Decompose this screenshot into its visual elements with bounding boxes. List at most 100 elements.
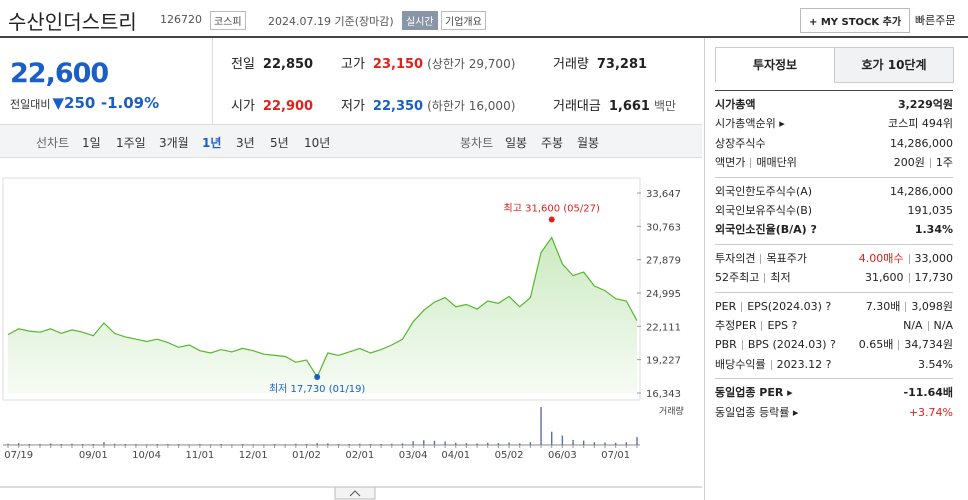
info-label-part: EPS(2024.03) ? (736, 300, 831, 313)
volume-bar (263, 444, 265, 445)
collapse-button (334, 486, 376, 500)
summary-value: 23,150 (372, 57, 424, 72)
info-label-part: 액면가 (715, 156, 746, 170)
info-row: 추정PER EPS ? N/A N/A (715, 316, 953, 335)
info-label-part: 2023.12 ? (766, 358, 832, 371)
info-value: N/A N/A (903, 316, 953, 335)
volume-bar (380, 444, 382, 445)
summary-extra: 백만 (653, 99, 677, 113)
info-value-part: N/A (903, 319, 923, 333)
price-line (7, 236, 638, 379)
volume-bar (529, 442, 532, 445)
period-tab[interactable]: 1일 (82, 136, 101, 150)
volume-bar (625, 442, 628, 445)
period-tab[interactable]: 3개월 (159, 136, 189, 150)
my-stock-button[interactable]: + MY STOCK 추가 (800, 8, 911, 33)
volume-bar (487, 442, 489, 445)
info-row: 동일업종 PER ▸ -11.64배 (715, 383, 953, 402)
info-row: 52주최고 최저 31,600 17,730 (715, 268, 953, 287)
high-annotation: 최고 31,600 (05/27) (504, 202, 600, 214)
volume-bar (71, 443, 73, 445)
volume-bar (327, 443, 329, 445)
info-label: 동일업종 PER ▸ (715, 383, 793, 402)
volume-bar (401, 443, 404, 445)
volume-bar (551, 431, 553, 445)
low-annotation: 최저 17,730 (01/19) (269, 383, 365, 395)
volume-bar (465, 443, 468, 445)
info-label: 52주최고 최저 (715, 268, 791, 287)
candle-tab[interactable]: 일봉 (505, 136, 528, 150)
info-label: 액면가 매매단위 (715, 153, 797, 172)
period-tab[interactable]: 5년 (270, 136, 289, 150)
period-tab[interactable]: 10년 (304, 136, 331, 150)
info-value-part: 0.65배 (858, 338, 894, 352)
info-label-part: PBR (715, 338, 737, 352)
period-tab[interactable]: 1년 (202, 136, 222, 150)
summary-label: 저가 (341, 99, 365, 114)
volume-bar (28, 444, 31, 445)
right-panel: 투자정보 호가 10단계 시가총액 3,229억원 시가총액순위 ▸ 코스피 494위 상… (704, 38, 968, 500)
date: 2024.07.19 기준(장마감) (268, 15, 394, 28)
info-value: 4.00매수 33,000 (859, 249, 953, 268)
volume-bar (17, 443, 20, 445)
area (8, 237, 637, 393)
info-value-part: 1주 (925, 156, 953, 169)
volume-bar (519, 443, 521, 445)
volume-bar (49, 443, 52, 445)
volume-bar (305, 444, 308, 445)
info-value-part: 7.30배 (865, 299, 901, 313)
info-label: 외국인한도주식수(A) (715, 182, 812, 201)
info-label-part: EPS ? (756, 319, 797, 332)
info-row: 투자의견 목표주가 4.00매수 33,000 (715, 249, 953, 268)
x-tick-label: 12/01 (239, 450, 268, 461)
info-label-part: 동일업종 등락률 ▸ (715, 405, 799, 419)
x-tick-label: 03/04 (399, 450, 428, 461)
info-row: PBR BPS (2024.03) ? 0.65배 34,734원 (715, 335, 953, 354)
info-value-part: 191,035 (907, 204, 954, 218)
realtime-button[interactable]: 실시간 (402, 11, 438, 30)
info-value-part: 200원 (893, 156, 925, 170)
x-tick-label: 02/01 (345, 450, 374, 461)
volume-bar (284, 444, 286, 445)
period-tab[interactable]: 3년 (236, 136, 255, 150)
info-label: 동일업종 등락률 ▸ (715, 403, 798, 422)
info-label-part: 52주최고 (715, 271, 760, 285)
volume-bar (252, 444, 254, 445)
volume-bar (412, 441, 414, 445)
y-tick-label: 33,647 (646, 189, 681, 200)
company-info-dropdown[interactable]: 기업개요 (441, 11, 486, 30)
candle-tab[interactable]: 주봉 (541, 136, 564, 150)
quick-order[interactable]: 빠른주문 (915, 14, 956, 27)
info-label: 외국인소진율(B/A) ? (715, 220, 817, 239)
info-value: 0.65배 34,734원 (859, 335, 953, 354)
info-label: 시가총액 (715, 95, 755, 114)
info-label: 투자의견 목표주가 (715, 249, 807, 268)
info-label: 배당수익률 2023.12 ? (715, 355, 831, 374)
info-row: 배당수익률 2023.12 ? 3.54% (715, 355, 953, 374)
volume-bar (614, 442, 617, 445)
volume-bar (167, 444, 169, 445)
x-tick-label: 06/03 (548, 450, 577, 461)
candle-tab[interactable]: 월봉 (577, 136, 600, 150)
info-tab[interactable]: 호가 10단계 (834, 47, 954, 83)
info-value-part: 14,286,000 (890, 184, 953, 198)
stock-code: 126720 (160, 13, 202, 26)
volume-bar (177, 444, 180, 445)
info-label-part: PER (715, 299, 737, 313)
volume-bar (124, 444, 126, 445)
info-label: 외국인보유주식수(B) (715, 201, 812, 220)
summary-label: 거래량 (553, 57, 589, 72)
info-tab[interactable]: 투자정보 (715, 47, 835, 83)
info-value: 3.54% (918, 355, 953, 374)
change: 전일대비 ▼250 -1.09% (10, 94, 159, 112)
info-label-part: 배당수익률 (715, 357, 766, 371)
info-value: 200원 1주 (894, 153, 953, 172)
info-value: +3.74% (909, 403, 953, 422)
change-pct: -1.09% (100, 94, 160, 112)
info-value-part: -11.64배 (903, 386, 953, 400)
info-value: 7.30배 3,098원 (866, 297, 953, 316)
period-tab[interactable]: 1주일 (116, 136, 146, 150)
volume-bar (604, 442, 606, 445)
volume-bar (337, 444, 340, 445)
